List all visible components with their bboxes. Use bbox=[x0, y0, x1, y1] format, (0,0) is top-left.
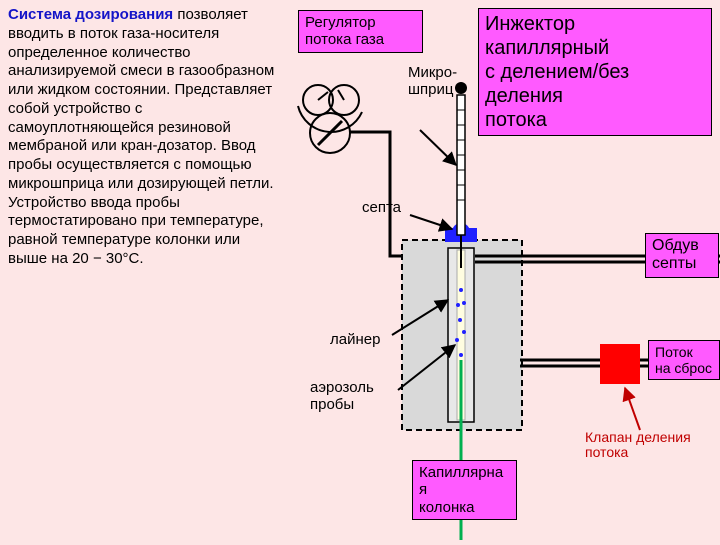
syringe-label: Микро- шприц bbox=[408, 65, 457, 98]
septa-purge-label: Обдув септы bbox=[645, 233, 719, 278]
description-body: позволяет вводить в поток газа-носителя … bbox=[8, 6, 274, 267]
septa-arrow bbox=[410, 215, 452, 229]
description-title: Система дозирования bbox=[8, 6, 173, 23]
carrier-gas-line bbox=[350, 132, 418, 256]
description-text: Система дозирования позволяет вводить в … bbox=[8, 6, 280, 269]
septa-label: септа bbox=[362, 200, 401, 217]
injector-label: Инжектор капиллярный с делением/без деле… bbox=[478, 8, 712, 136]
split-flow-label: Поток на сброс bbox=[648, 340, 720, 380]
split-valve-icon bbox=[600, 344, 640, 384]
regulator-icon bbox=[298, 85, 362, 153]
column-label: Капиллярна я колонка bbox=[412, 460, 517, 520]
split-valve-label: Клапан деления потока bbox=[585, 430, 691, 461]
syringe-arrow bbox=[420, 130, 456, 165]
valve-arrow bbox=[625, 388, 640, 430]
aerosol-label: аэрозоль пробы bbox=[310, 380, 374, 413]
liner-label: лайнер bbox=[330, 332, 380, 349]
regulator-label: Регулятор потока газа bbox=[298, 10, 423, 53]
